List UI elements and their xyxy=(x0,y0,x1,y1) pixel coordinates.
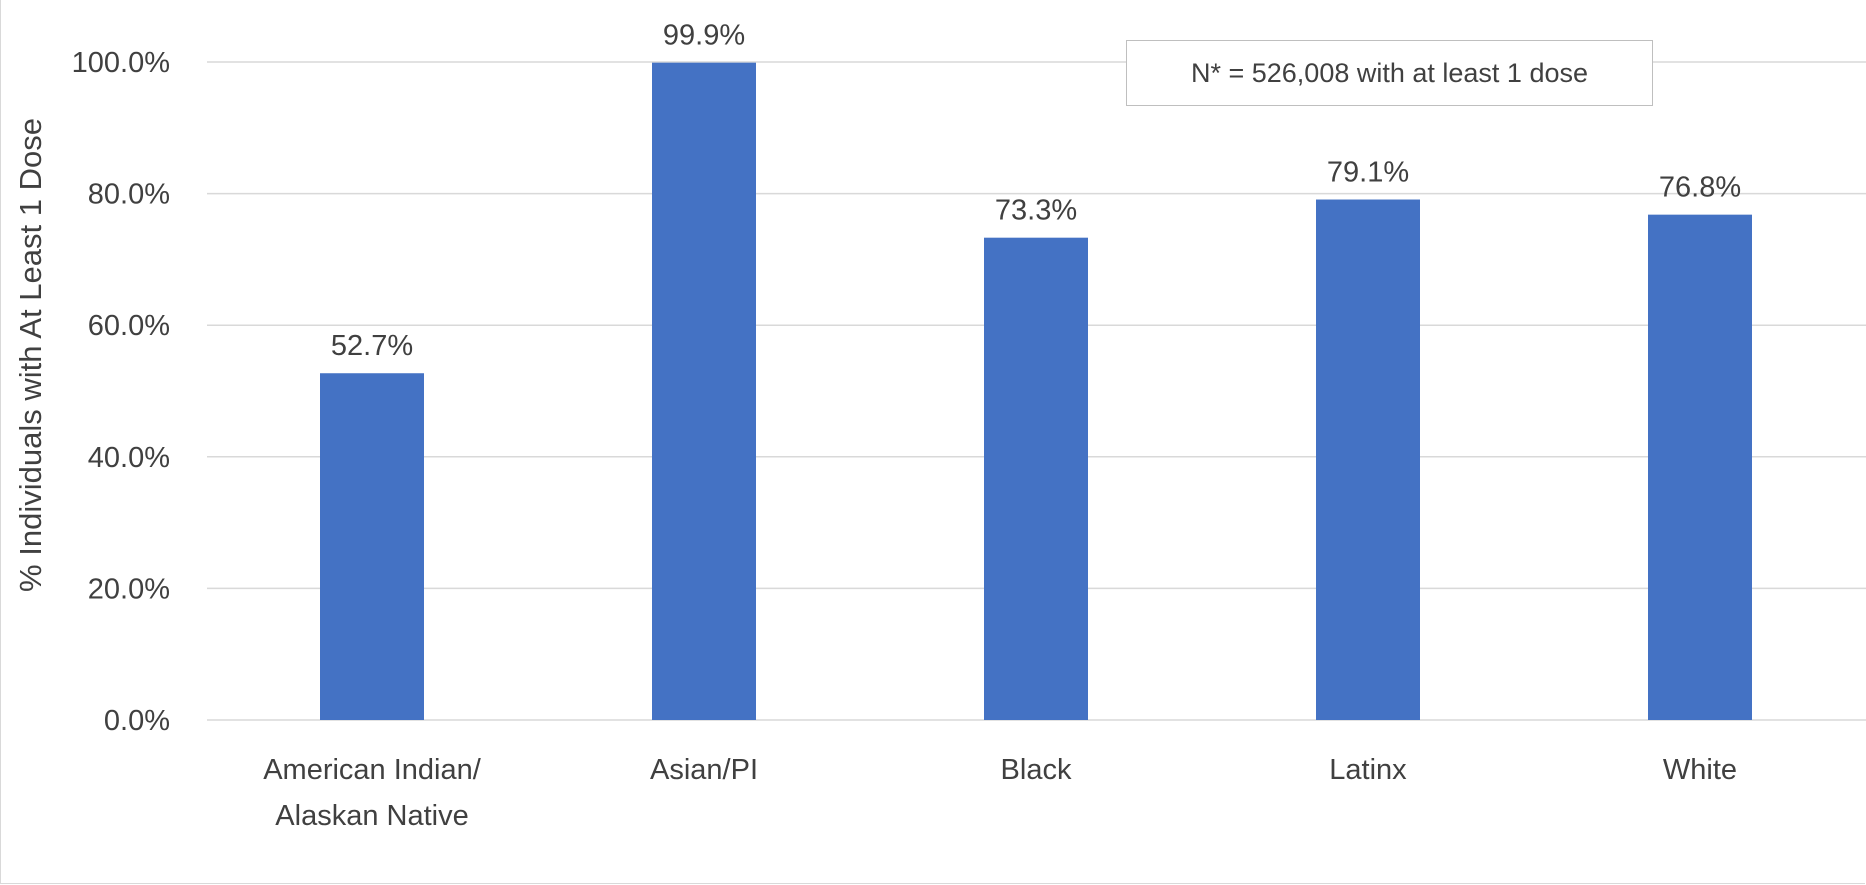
annotation-text: N* = 526,008 with at least 1 dose xyxy=(1190,57,1588,88)
x-tick-label: Black xyxy=(1001,754,1072,786)
bar xyxy=(320,373,424,720)
bar xyxy=(652,62,756,720)
data-label: 76.8% xyxy=(1659,172,1741,204)
y-tick-label: 100.0% xyxy=(72,47,170,79)
y-axis-label: % Individuals with At Least 1 Dose xyxy=(13,118,48,592)
x-tick-label: Latinx xyxy=(1329,754,1407,786)
y-tick-label: 40.0% xyxy=(88,442,170,474)
x-tick-label: American Indian/Alaskan Native xyxy=(263,754,482,832)
bar xyxy=(1648,214,1752,720)
data-label: 79.1% xyxy=(1327,157,1409,189)
y-tick-label: 80.0% xyxy=(88,179,170,211)
data-label: 52.7% xyxy=(331,330,413,362)
data-label: 73.3% xyxy=(995,195,1077,227)
bar xyxy=(984,237,1088,720)
data-label: 99.9% xyxy=(663,20,745,52)
y-tick-label: 0.0% xyxy=(104,705,170,737)
annotation-box: N* = 526,008 with at least 1 dose xyxy=(1126,40,1653,106)
y-tick-label: 20.0% xyxy=(88,573,170,605)
y-tick-label: 60.0% xyxy=(88,310,170,342)
bar xyxy=(1316,199,1420,721)
x-tick-label: White xyxy=(1663,754,1737,786)
x-tick-label: Asian/PI xyxy=(650,754,758,786)
